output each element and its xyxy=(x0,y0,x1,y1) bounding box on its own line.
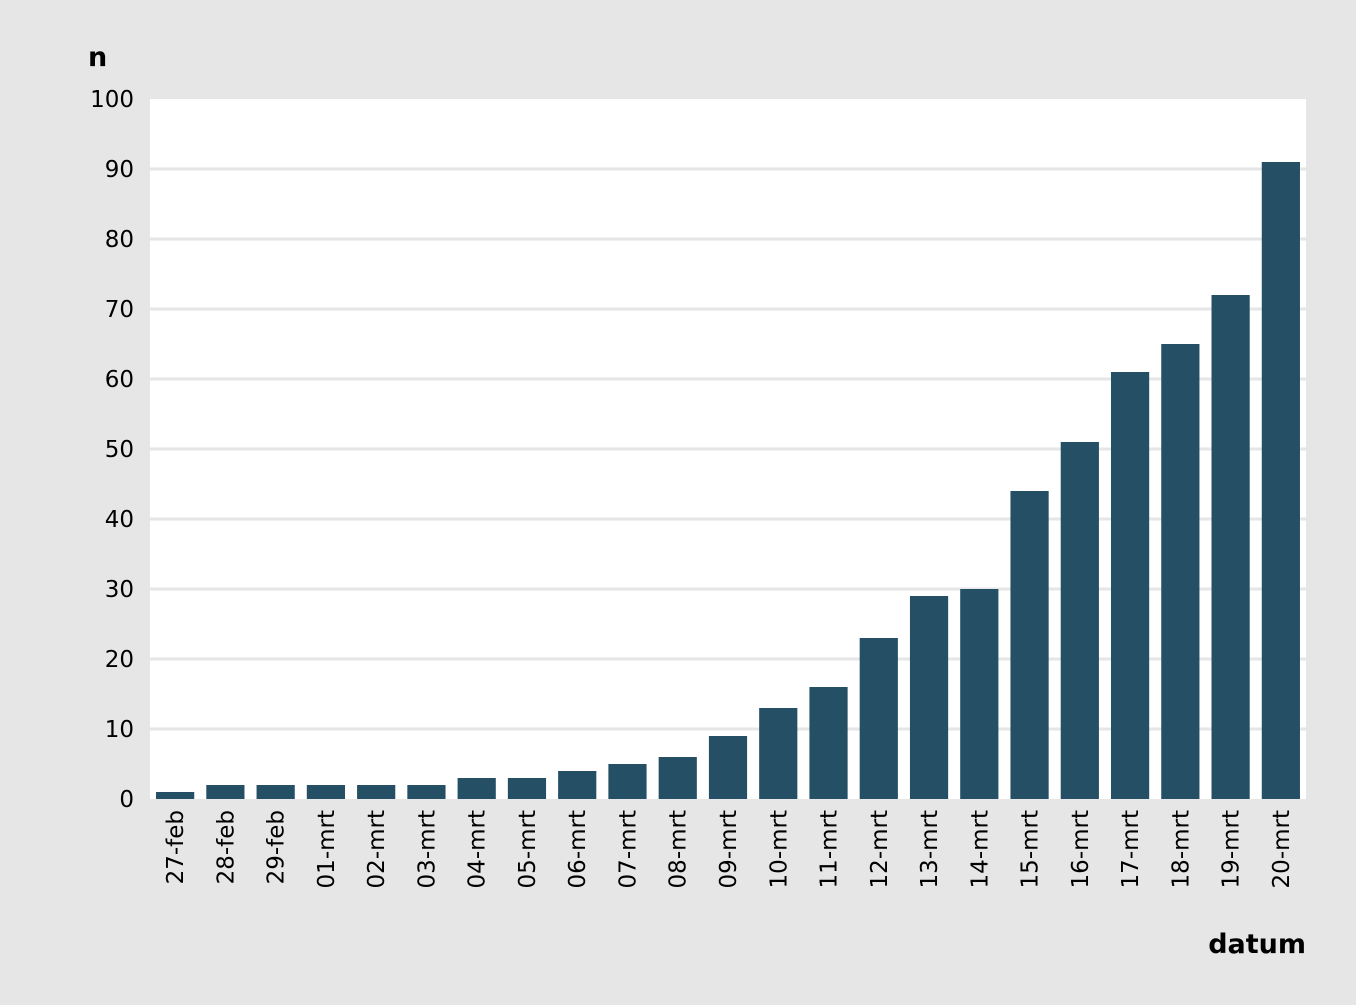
y-tick-label: 90 xyxy=(105,157,134,183)
y-tick-label: 10 xyxy=(105,717,134,743)
x-tick-label: 14-mrt xyxy=(967,810,993,888)
bar-13-mrt xyxy=(909,596,949,799)
y-tick-label: 50 xyxy=(105,437,134,463)
x-tick-label: 02-mrt xyxy=(364,810,390,888)
x-tick-label: 28-feb xyxy=(213,810,239,884)
y-tick-label: 80 xyxy=(105,227,134,253)
bar-17-mrt xyxy=(1110,372,1150,799)
bar-05-mrt xyxy=(507,778,547,799)
bar-12-mrt xyxy=(859,638,898,799)
bar-29-feb xyxy=(256,785,295,799)
x-tick-label: 27-feb xyxy=(163,810,189,884)
y-tick-label: 60 xyxy=(105,367,134,393)
x-axis-title: datum xyxy=(1208,929,1306,960)
x-tick-label: 04-mrt xyxy=(465,810,491,888)
bar-19-mrt xyxy=(1211,295,1250,799)
x-tick-label: 29-feb xyxy=(264,810,290,884)
x-tick-label: 08-mrt xyxy=(666,810,692,888)
x-tick-label: 15-mrt xyxy=(1018,810,1044,888)
x-tick-label: 13-mrt xyxy=(917,810,943,888)
y-tick-label: 30 xyxy=(105,577,134,603)
x-tick-label: 05-mrt xyxy=(515,810,541,888)
x-tick-label: 11-mrt xyxy=(817,810,843,888)
x-tick-label: 18-mrt xyxy=(1168,810,1194,888)
y-tick-label: 40 xyxy=(105,507,134,533)
bar-20-mrt xyxy=(1261,162,1300,799)
gridlines xyxy=(150,167,1306,731)
x-tick-label: 20-mrt xyxy=(1269,810,1295,888)
y-tick-label: 100 xyxy=(90,87,134,113)
x-tick-label: 03-mrt xyxy=(414,810,440,888)
bar-02-mrt xyxy=(357,785,396,799)
bar-27-feb xyxy=(156,792,195,799)
bar-28-feb xyxy=(206,785,245,799)
bar-09-mrt xyxy=(708,736,748,799)
bars xyxy=(156,162,1300,799)
y-tick-label: 70 xyxy=(105,297,134,323)
bar-07-mrt xyxy=(608,764,647,799)
bar-01-mrt xyxy=(306,785,346,799)
bar-03-mrt xyxy=(407,785,446,799)
x-tick-label: 12-mrt xyxy=(867,810,893,888)
bar-08-mrt xyxy=(658,757,697,799)
bar-18-mrt xyxy=(1161,344,1200,799)
x-tick-label: 09-mrt xyxy=(716,810,742,888)
y-axis-ticks: 0 10 20 30 40 50 60 70 80 90 100 xyxy=(90,87,134,813)
bar-16-mrt xyxy=(1060,442,1099,799)
y-axis-title: n xyxy=(88,42,107,73)
bar-15-mrt xyxy=(1010,491,1049,799)
bar-06-mrt xyxy=(558,771,597,799)
x-axis-ticks: 27-feb 28-feb 29-feb 01-mrt 02-mrt 03-mrt 04-m… xyxy=(163,810,1295,888)
bar-04-mrt xyxy=(457,778,496,799)
x-tick-label: 10-mrt xyxy=(766,810,792,888)
x-tick-label: 17-mrt xyxy=(1118,810,1144,888)
x-tick-label: 16-mrt xyxy=(1068,810,1094,888)
bar-11-mrt xyxy=(809,687,848,799)
x-tick-label: 07-mrt xyxy=(615,810,641,888)
x-tick-label: 06-mrt xyxy=(565,810,591,888)
y-tick-label: 20 xyxy=(105,647,134,673)
bar-14-mrt xyxy=(960,589,999,799)
x-tick-label: 19-mrt xyxy=(1219,810,1245,888)
bar-10-mrt xyxy=(759,708,798,799)
y-tick-label: 0 xyxy=(119,787,134,813)
x-tick-label: 01-mrt xyxy=(314,810,340,888)
